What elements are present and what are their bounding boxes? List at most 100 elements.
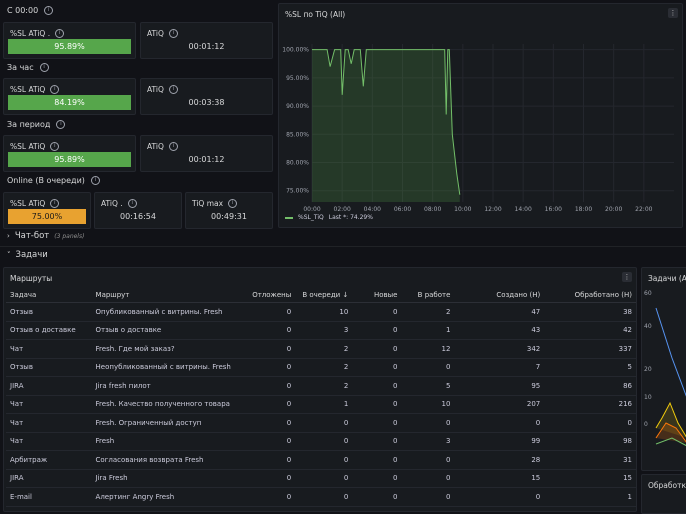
tasks-row[interactable]: ˅ Задачи	[7, 250, 48, 260]
table-cell: 0	[295, 487, 353, 507]
column-header[interactable]: Обработано (Н)	[544, 288, 636, 303]
series-line	[655, 437, 686, 447]
table-cell: 1	[295, 395, 353, 414]
sort-desc-icon: ↓	[342, 291, 349, 299]
info-icon[interactable]: i	[168, 85, 178, 94]
table-row[interactable]: Чат Fresh. Качество полученного товара 0 1 0…	[6, 395, 636, 414]
side-processing-panel: Обработка	[641, 474, 686, 514]
info-icon[interactable]: i	[39, 63, 49, 72]
table-cell: Алертинг Angry Fresh	[91, 487, 239, 507]
info-icon[interactable]: i	[44, 6, 54, 15]
table-cell: Jira Fresh	[91, 469, 239, 488]
table-cell: 0	[352, 413, 402, 433]
chatbot-row[interactable]: › Чат-бот (3 panels)	[7, 231, 84, 241]
panel-title-text: %SL ATiQ	[10, 142, 46, 151]
stat-panel-atiq: ATiQ i 00:01:12	[140, 22, 273, 59]
group-title-text: За час	[7, 63, 34, 72]
x-tick-label: 12:00	[484, 206, 501, 213]
table-cell: 5	[401, 376, 455, 396]
table-cell: 0	[544, 413, 636, 433]
table-cell: 31	[544, 450, 636, 470]
panel-title: %SL ATiQ i	[10, 199, 60, 208]
table-cell: 43	[454, 321, 545, 340]
table-row[interactable]: Чат Fresh 0 0 0 3 99 98	[6, 432, 636, 451]
table-cell: 0	[401, 487, 455, 507]
chevron-right-icon: ›	[7, 232, 10, 240]
column-header[interactable]: Создано (Н)	[454, 288, 545, 303]
y-tick-label: 85.00%	[286, 131, 309, 138]
stat-value: 75.00%	[8, 209, 86, 224]
panel-title-text: ATiQ .	[101, 199, 123, 208]
legend-last: Last *: 74.29%	[328, 214, 373, 221]
table-row[interactable]: Чат Fresh. Ограниченный доступ 0 0 0 0 0 0	[6, 413, 636, 433]
info-icon[interactable]: i	[50, 142, 60, 151]
table-row[interactable]: Отзыв Опубликованный с витрины. Fresh 0 10 0…	[6, 302, 636, 322]
panel-title: %SL по TiQ (All)	[285, 10, 346, 19]
info-icon[interactable]: i	[168, 142, 178, 151]
column-header-text: В очереди	[302, 291, 341, 299]
table-cell: 207	[454, 395, 545, 414]
info-icon[interactable]: i	[127, 199, 137, 208]
table-cell: Fresh. Качество полученного товара	[91, 395, 239, 414]
info-icon[interactable]: i	[50, 85, 60, 94]
column-header[interactable]: Отложены	[238, 288, 296, 303]
panel-menu-icon[interactable]: ⋮	[668, 8, 678, 18]
table-cell: JIRA	[6, 376, 92, 396]
panel-title: %SL ATiQ i	[10, 142, 60, 151]
chevron-down-icon: ˅	[7, 251, 11, 259]
y-tick-label: 100.00%	[282, 47, 309, 54]
table-cell: 0	[352, 450, 402, 470]
table-cell: 86	[544, 376, 636, 396]
table-row[interactable]: Арбитраж Согласования возврата Fresh 0 0 0 0 2…	[6, 450, 636, 470]
column-header[interactable]: В работе	[401, 288, 455, 303]
table-row[interactable]: Чат Fresh. Где мой заказ? 0 2 0 12 342 337	[6, 339, 636, 359]
table-cell: 0	[238, 358, 296, 377]
table-cell: 216	[544, 395, 636, 414]
table-cell: 0	[352, 339, 402, 359]
table-cell: 0	[352, 487, 402, 507]
row-label: Задачи	[15, 250, 48, 260]
group-title: За час i	[7, 63, 49, 72]
x-tick-label: 02:00	[334, 206, 351, 213]
chart-grid	[311, 44, 674, 202]
panel-title: ATiQ i	[147, 142, 178, 151]
table-cell: 15	[454, 469, 545, 488]
info-icon[interactable]: i	[56, 120, 66, 129]
table-row[interactable]: JIRA Jira Fresh 0 0 0 0 15 15	[6, 469, 636, 488]
series-line	[655, 307, 686, 397]
info-icon[interactable]: i	[55, 29, 65, 38]
y-tick: 0	[644, 421, 648, 428]
column-header[interactable]: Задача	[6, 288, 92, 303]
chart-legend[interactable]: %SL_TiQ Last *: 74.29%	[285, 214, 373, 221]
table-cell: 47	[454, 302, 545, 322]
panel-menu-icon[interactable]: ⋮	[622, 272, 632, 282]
table-cell: 0	[295, 413, 353, 433]
panel-title: TiQ max i	[192, 199, 238, 208]
info-icon[interactable]: i	[228, 199, 238, 208]
column-header[interactable]: Новые	[352, 288, 402, 303]
info-icon[interactable]: i	[90, 176, 100, 185]
table-row[interactable]: E-mail Алертинг Angry Fresh 0 0 0 0 0 1	[6, 487, 636, 507]
group-title: С 00:00 i	[7, 6, 54, 15]
table-cell: 0	[238, 469, 296, 488]
table-cell: 3	[295, 321, 353, 340]
y-tick-label: 95.00%	[286, 75, 309, 82]
panel-title-text: ATiQ	[147, 29, 164, 38]
x-axis: 00:00 02:00 04:00 06:00 08:00 10:00 12:00 14:00…	[303, 206, 652, 213]
info-icon[interactable]: i	[50, 199, 60, 208]
table-row[interactable]: Отзыв о доставке Отзыв о доставке 0 3 0 1 43 42	[6, 321, 636, 340]
stat-panel-atiq: ATiQ . i 00:16:54	[94, 192, 182, 229]
divider	[0, 246, 686, 247]
table-cell: Отзыв	[6, 358, 92, 377]
table-row[interactable]: JIRA Jira fresh пилот 0 2 0 5 95 86	[6, 376, 636, 396]
table-cell: 12	[401, 339, 455, 359]
y-axis: 100.00% 95.00% 90.00% 85.00% 80.00% 75.00%	[282, 47, 309, 195]
table-cell: 5	[544, 358, 636, 377]
side-mini-chart	[655, 307, 686, 447]
panel-title-text: ATiQ	[147, 142, 164, 151]
table-cell: JIRA	[6, 469, 92, 488]
table-row[interactable]: Отзыв Неопубликованный с витрины. Fresh 0 2…	[6, 358, 636, 377]
info-icon[interactable]: i	[168, 29, 178, 38]
column-header[interactable]: В очереди ↓	[295, 288, 353, 303]
column-header[interactable]: Маршрут	[91, 288, 239, 303]
